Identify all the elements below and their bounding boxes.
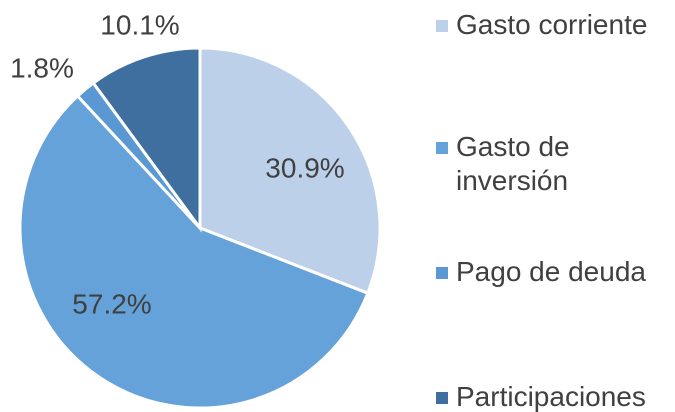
legend-item: Gasto corriente	[436, 8, 668, 42]
data-label: 10.1%	[100, 9, 179, 40]
legend-label: Participaciones	[456, 381, 646, 412]
legend-swatch	[436, 142, 448, 154]
legend-label: Pago de deuda	[456, 256, 646, 287]
data-label: 1.8%	[10, 52, 74, 83]
legend-swatch	[436, 267, 448, 279]
pie-slice	[198, 46, 382, 296]
pie-slice	[18, 93, 370, 410]
data-label: 30.9%	[265, 152, 344, 183]
pie-area: 30.9% 57.2% 1.8% 10.1%	[10, 9, 382, 410]
legend-label: Gasto corriente	[456, 9, 648, 40]
legend-swatch	[436, 20, 448, 32]
legend-item: Participaciones	[436, 380, 668, 412]
legend-item: Gasto de inversión	[436, 130, 668, 198]
legend-swatch	[436, 392, 448, 404]
data-label: 57.2%	[72, 288, 151, 319]
pie-slice	[91, 46, 202, 233]
legend-item: Pago de deuda	[436, 255, 668, 289]
legend-label: Gasto de inversión	[456, 131, 570, 196]
